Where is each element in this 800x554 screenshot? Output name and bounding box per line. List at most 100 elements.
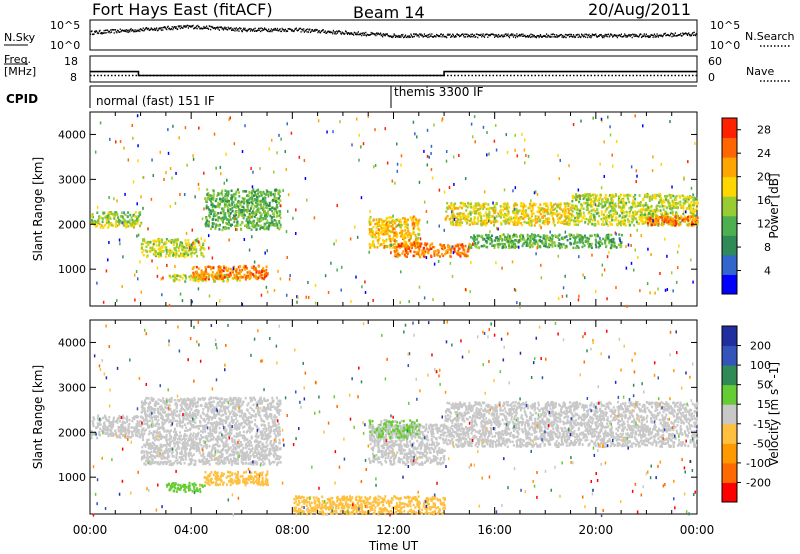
noise-point [474,36,476,38]
data-cell [250,204,253,208]
data-cell [102,211,105,215]
speckle-cell [208,246,210,250]
data-cell [405,244,408,248]
data-cell [479,211,482,214]
data-cell [152,239,155,243]
data-cell [407,245,410,249]
noise-point [109,31,111,34]
data-cell [661,223,664,227]
data-cell [383,246,386,249]
data-cell [252,211,255,215]
noise-point [253,30,256,32]
noise-point [99,29,101,32]
noise-point [413,33,415,35]
speckle-cell [517,245,520,249]
data-cell [114,211,117,214]
data-cell [107,212,110,216]
data-cell [624,203,627,207]
noise-point [534,36,536,38]
data-cell [212,274,215,278]
data-cell [274,209,277,213]
noise-point [346,32,348,34]
data-cell [633,213,636,216]
data-cell [190,255,193,258]
data-cell [580,215,583,218]
noise-point [576,33,579,36]
data-cell [581,245,584,249]
data-cell [520,221,523,225]
noise-point [649,35,651,38]
data-cell [405,221,408,225]
data-cell [235,271,238,275]
noise-point [643,33,645,35]
data-cell [688,203,691,206]
data-cell [438,255,441,258]
noise-point [356,32,358,34]
data-cell [550,211,553,215]
data-cell [130,216,133,219]
data-cell [522,210,525,214]
noise-point [595,33,597,35]
data-cell [510,217,513,221]
data-cell [119,215,122,218]
noise-point [259,27,261,30]
data-cell [528,219,531,222]
speckle-cell [192,157,195,161]
speckle-cell [540,263,542,267]
data-cell [194,279,197,282]
noise-point [202,27,204,30]
data-cell [521,237,524,241]
speckle-cell [267,194,270,198]
data-cell [582,193,585,197]
noise-point [502,36,504,38]
noise-point [224,26,226,29]
data-cell [219,200,222,203]
data-cell [239,208,242,212]
data-cell [198,243,201,247]
data-cell [657,222,660,225]
noise-point [671,35,673,38]
data-cell [463,251,466,254]
speckle-cell [390,243,392,247]
data-cell [571,204,574,207]
noise-point [386,33,388,35]
speckle-cell [259,167,261,171]
data-cell [623,219,626,223]
noise-point [641,36,643,39]
data-cell [234,197,237,200]
data-cell [696,200,699,203]
noise-point [299,27,301,30]
data-cell [689,214,692,218]
data-cell [493,205,496,209]
data-cell [574,238,577,241]
speckle-cell [178,136,180,140]
speckle-cell [426,163,429,167]
data-cell [253,197,256,201]
data-cell [530,236,533,239]
data-cell [655,215,658,218]
data-cell [413,242,416,245]
data-cell [216,274,219,277]
data-cell [529,234,532,238]
noise-point [272,29,274,31]
data-cell [521,244,524,248]
data-cell [675,194,678,198]
data-cell [211,271,214,274]
data-cell [226,280,229,283]
speckle-cell [594,289,597,293]
data-cell [459,218,462,221]
data-cell [530,221,533,224]
noise-point [141,29,144,32]
noise-point [251,30,254,32]
noise-point [458,35,461,38]
noise-point [220,26,223,28]
data-cell [592,215,595,219]
data-cell [566,223,569,226]
data-cell [223,266,226,270]
data-cell [466,201,469,205]
data-cell [531,208,534,211]
data-cell [401,229,404,233]
data-cell [671,218,674,221]
data-cell [611,242,614,246]
data-cell [566,215,569,218]
